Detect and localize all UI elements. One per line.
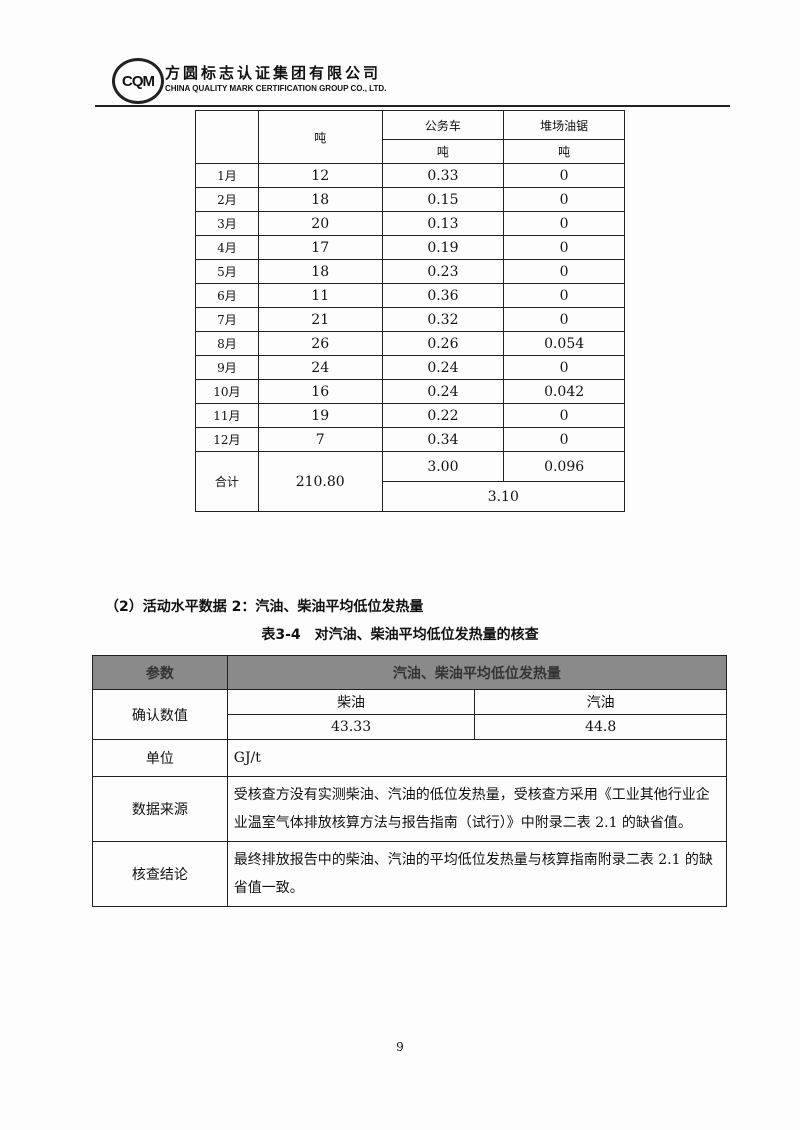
cell-m: 4月 — [195, 235, 259, 260]
diesel-label: 柴油 — [226, 689, 476, 715]
cell-b: 0.32 — [381, 307, 505, 332]
diesel-value: 43.33 — [226, 714, 476, 740]
total-a: 210.80 — [257, 451, 383, 512]
cell-c: 0 — [503, 163, 625, 188]
cell-a: 17 — [257, 235, 383, 260]
cell-m: 1月 — [195, 163, 259, 188]
cell-c: 0 — [503, 187, 625, 212]
cell-m: 11月 — [195, 403, 259, 428]
cell-m: 6月 — [195, 283, 259, 308]
cell-b: 0.24 — [381, 379, 505, 404]
table-row: 7月 21 0.32 0 — [195, 307, 625, 332]
cell-m: 9月 — [195, 355, 259, 380]
cell-a: 20 — [257, 211, 383, 236]
cell-b: 0.33 — [381, 163, 505, 188]
cell-a: 12 — [257, 163, 383, 188]
col3-unit: 吨 — [503, 139, 625, 164]
cell-b: 0.15 — [381, 187, 505, 212]
cell-b: 0.34 — [381, 427, 505, 452]
cell-m: 3月 — [195, 211, 259, 236]
cell-b: 0.13 — [381, 211, 505, 236]
col3-head: 堆场油锯 — [503, 110, 625, 140]
col2-unit: 吨 — [381, 139, 505, 164]
cell-c: 0 — [503, 259, 625, 284]
cell-c: 0 — [503, 403, 625, 428]
table-row: 8月 26 0.26 0.054 — [195, 331, 625, 356]
cell-b: 0.19 — [381, 235, 505, 260]
cell-b: 0.23 — [381, 259, 505, 284]
table-row: 11月 19 0.22 0 — [195, 403, 625, 428]
cell-m: 7月 — [195, 307, 259, 332]
table-row: 3月 20 0.13 0 — [195, 211, 625, 236]
cell-b: 0.36 — [381, 283, 505, 308]
cell-a: 7 — [257, 427, 383, 452]
total-b: 3.00 — [381, 451, 505, 482]
table-row: 1月 12 0.33 0 — [195, 163, 625, 188]
cell-a: 18 — [257, 187, 383, 212]
cell-c: 0 — [503, 283, 625, 308]
cell-m: 2月 — [195, 187, 259, 212]
cell-a: 16 — [257, 379, 383, 404]
gasoline-label: 汽油 — [474, 689, 727, 715]
total-c: 0.096 — [503, 451, 625, 482]
table-caption: 表3-4 对汽油、柴油平均低位发热量的核查 — [261, 627, 539, 643]
fuel-consumption-table: 吨公务车 堆场油锯 吨吨 1月 12 0.33 0 2月 18 0.15 0 3月 20 0.13 0 4… — [195, 110, 626, 512]
cell-c: 0 — [503, 427, 625, 452]
company-name-cn: 方圆标志认证集团有限公司 — [165, 64, 382, 82]
conclusion-label: 核查结论 — [92, 841, 228, 907]
source-label: 数据来源 — [92, 776, 228, 842]
page-number: 9 — [396, 1040, 404, 1054]
head-param: 参数 — [92, 655, 228, 690]
gasoline-value: 44.8 — [474, 714, 727, 740]
cell-c: 0.054 — [503, 331, 625, 356]
source-text: 受核查方没有实测柴油、汽油的低位发热量，受核查方采用《工业其他行业企业温室气体排… — [226, 776, 728, 842]
header-rule — [95, 105, 730, 107]
table-row: 6月 11 0.36 0 — [195, 283, 625, 308]
cell-a: 19 — [257, 403, 383, 428]
cell-c: 0 — [503, 355, 625, 380]
cell-b: 0.24 — [381, 355, 505, 380]
total-label: 合计 — [195, 451, 259, 512]
table-row: 5月 18 0.23 0 — [195, 259, 625, 284]
table-row: 2月 18 0.15 0 — [195, 187, 625, 212]
table-row: 9月 24 0.24 0 — [195, 355, 625, 380]
cell-a: 26 — [257, 331, 383, 356]
cell-a: 18 — [257, 259, 383, 284]
company-name-en: CHINA QUALITY MARK CERTIFICATION GROUP C… — [165, 84, 387, 93]
total-bc: 3.10 — [381, 481, 626, 512]
cell-b: 0.22 — [381, 403, 505, 428]
cell-m: 8月 — [195, 331, 259, 356]
cell-a: 11 — [257, 283, 383, 308]
table-row: 4月 17 0.19 0 — [195, 235, 625, 260]
cell-c: 0 — [503, 235, 625, 260]
cell-m: 10月 — [195, 379, 259, 404]
cell-a: 24 — [257, 355, 383, 380]
cell-m: 5月 — [195, 259, 259, 284]
cell-b: 0.26 — [381, 331, 505, 356]
col2-head: 公务车 — [381, 110, 505, 140]
unit-label: 单位 — [92, 739, 228, 777]
table-row: 10月 16 0.24 0.042 — [195, 379, 625, 404]
section-heading: （2）活动水平数据 2：汽油、柴油平均低位发热量 — [105, 599, 424, 615]
confirm-label: 确认数值 — [92, 689, 228, 740]
col1-unit: 吨 — [257, 110, 383, 164]
cqm-logo: CQM — [112, 58, 164, 104]
table-row: 12月 7 0.34 0 — [195, 427, 625, 452]
head-title: 汽油、柴油平均低位发热量 — [226, 655, 728, 690]
cell-c: 0 — [503, 211, 625, 236]
cell-c: 0.042 — [503, 379, 625, 404]
heat-value-table: 参数 汽油、柴油平均低位发热量 确认数值 柴油 汽油 43.33 44.8 单位 GJ/t… — [92, 655, 728, 907]
cell-a: 21 — [257, 307, 383, 332]
conclusion-text: 最终排放报告中的柴油、汽油的平均低位发热量与核算指南附录二表 2.1 的缺省值一… — [226, 841, 728, 907]
unit-value: GJ/t — [226, 739, 728, 777]
cell-c: 0 — [503, 307, 625, 332]
cell-m: 12月 — [195, 427, 259, 452]
